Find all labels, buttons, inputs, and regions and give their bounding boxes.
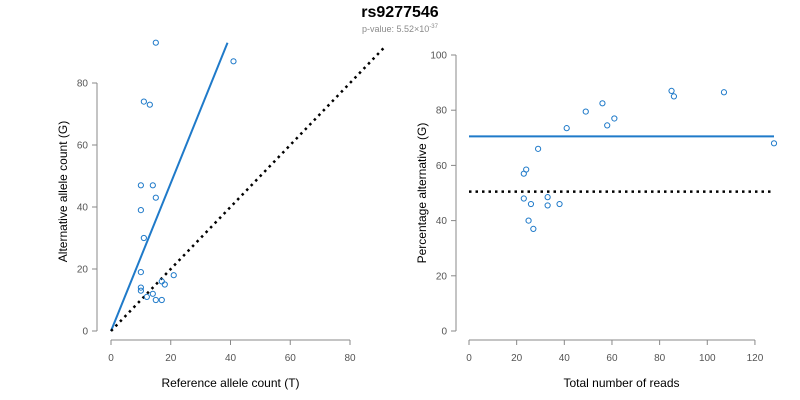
left-x-tick-label: 0 bbox=[108, 353, 114, 364]
left-data-point bbox=[158, 296, 165, 304]
left-y-tick-label: 20 bbox=[77, 265, 89, 276]
left-x-tick-label: 20 bbox=[165, 353, 177, 364]
right-data-point bbox=[520, 195, 527, 202]
left-y-tick-label: 40 bbox=[77, 203, 89, 214]
left-data-point bbox=[230, 58, 237, 65]
right-x-tick-label: 60 bbox=[606, 353, 618, 364]
right-y-tick-label: 100 bbox=[430, 51, 447, 62]
right-data-point bbox=[556, 200, 563, 208]
right-data-point bbox=[668, 87, 675, 94]
left-data-point bbox=[161, 281, 168, 288]
right-y-tick-label: 0 bbox=[441, 327, 447, 338]
left-data-point bbox=[152, 194, 159, 201]
right-x-tick-label: 20 bbox=[511, 353, 523, 364]
right-data-point bbox=[535, 145, 542, 152]
left-data-point bbox=[152, 296, 159, 304]
left-y-tick-label: 0 bbox=[82, 327, 88, 338]
right-y-tick-label: 60 bbox=[436, 161, 448, 172]
right-y-axis-title: Percentage alternative (G) bbox=[415, 123, 429, 264]
right-x-tick-label: 80 bbox=[654, 353, 666, 364]
left-data-point bbox=[137, 207, 144, 214]
right-data-point bbox=[611, 115, 618, 122]
p-value-subtitle: p-value: 5.52×10-37 bbox=[0, 24, 800, 34]
left-x-axis-title: Reference allele count (T) bbox=[161, 376, 299, 390]
right-data-point bbox=[582, 108, 589, 115]
right-x-tick-label: 0 bbox=[466, 353, 472, 364]
left-fit-line bbox=[110, 42, 229, 332]
right-scatter-panel: 0 20 40 60 80 100 120 0 20 40 60 80 100 Total number … bbox=[415, 51, 778, 390]
left-y-axis-title: Alternative allele count (G) bbox=[56, 121, 70, 262]
left-data-point bbox=[137, 269, 144, 276]
right-data-point bbox=[604, 122, 611, 129]
right-data-point bbox=[720, 89, 728, 96]
right-data-point bbox=[770, 140, 778, 147]
p-value-exponent: -37 bbox=[429, 24, 438, 30]
right-x-tick-label: 100 bbox=[699, 353, 716, 364]
left-data-point bbox=[146, 101, 153, 108]
right-data-point bbox=[530, 225, 537, 232]
left-data-point bbox=[149, 290, 156, 297]
left-data-point bbox=[170, 272, 177, 279]
right-data-point bbox=[670, 93, 678, 100]
chart-title: rs9277546 bbox=[361, 4, 439, 21]
right-x-tick-label: 120 bbox=[747, 353, 764, 364]
right-y-tick-label: 80 bbox=[436, 106, 448, 117]
right-data-point bbox=[599, 100, 606, 107]
right-x-axis-title: Total number of reads bbox=[563, 376, 679, 390]
right-data-point bbox=[544, 194, 551, 201]
left-data-point bbox=[137, 182, 144, 189]
p-value-text: p-value: 5.52×10 bbox=[362, 24, 430, 34]
left-x-tick-label: 80 bbox=[344, 353, 356, 364]
right-y-tick-label: 40 bbox=[436, 216, 448, 227]
left-x-tick-label: 60 bbox=[285, 353, 297, 364]
left-x-tick-label: 40 bbox=[225, 353, 237, 364]
left-scatter-panel: 0 20 40 60 80 0 20 40 60 80 Reference allele count… bbox=[56, 39, 387, 390]
left-data-point bbox=[140, 98, 147, 105]
right-data-point bbox=[523, 166, 530, 173]
right-data-point bbox=[527, 200, 535, 208]
left-data-point bbox=[152, 39, 159, 46]
left-data-point bbox=[149, 182, 156, 189]
left-data-point bbox=[140, 234, 147, 242]
left-y-tick-label: 80 bbox=[77, 79, 89, 90]
right-data-point bbox=[525, 217, 532, 224]
right-data-point bbox=[563, 125, 570, 132]
left-data-point bbox=[137, 287, 144, 294]
right-x-tick-label: 40 bbox=[559, 353, 571, 364]
right-y-tick-label: 20 bbox=[436, 271, 448, 282]
right-data-point bbox=[544, 202, 551, 209]
left-data-point bbox=[137, 284, 144, 291]
left-y-tick-label: 60 bbox=[77, 141, 89, 152]
left-data-point bbox=[143, 293, 150, 300]
left-reference-line bbox=[110, 44, 387, 332]
